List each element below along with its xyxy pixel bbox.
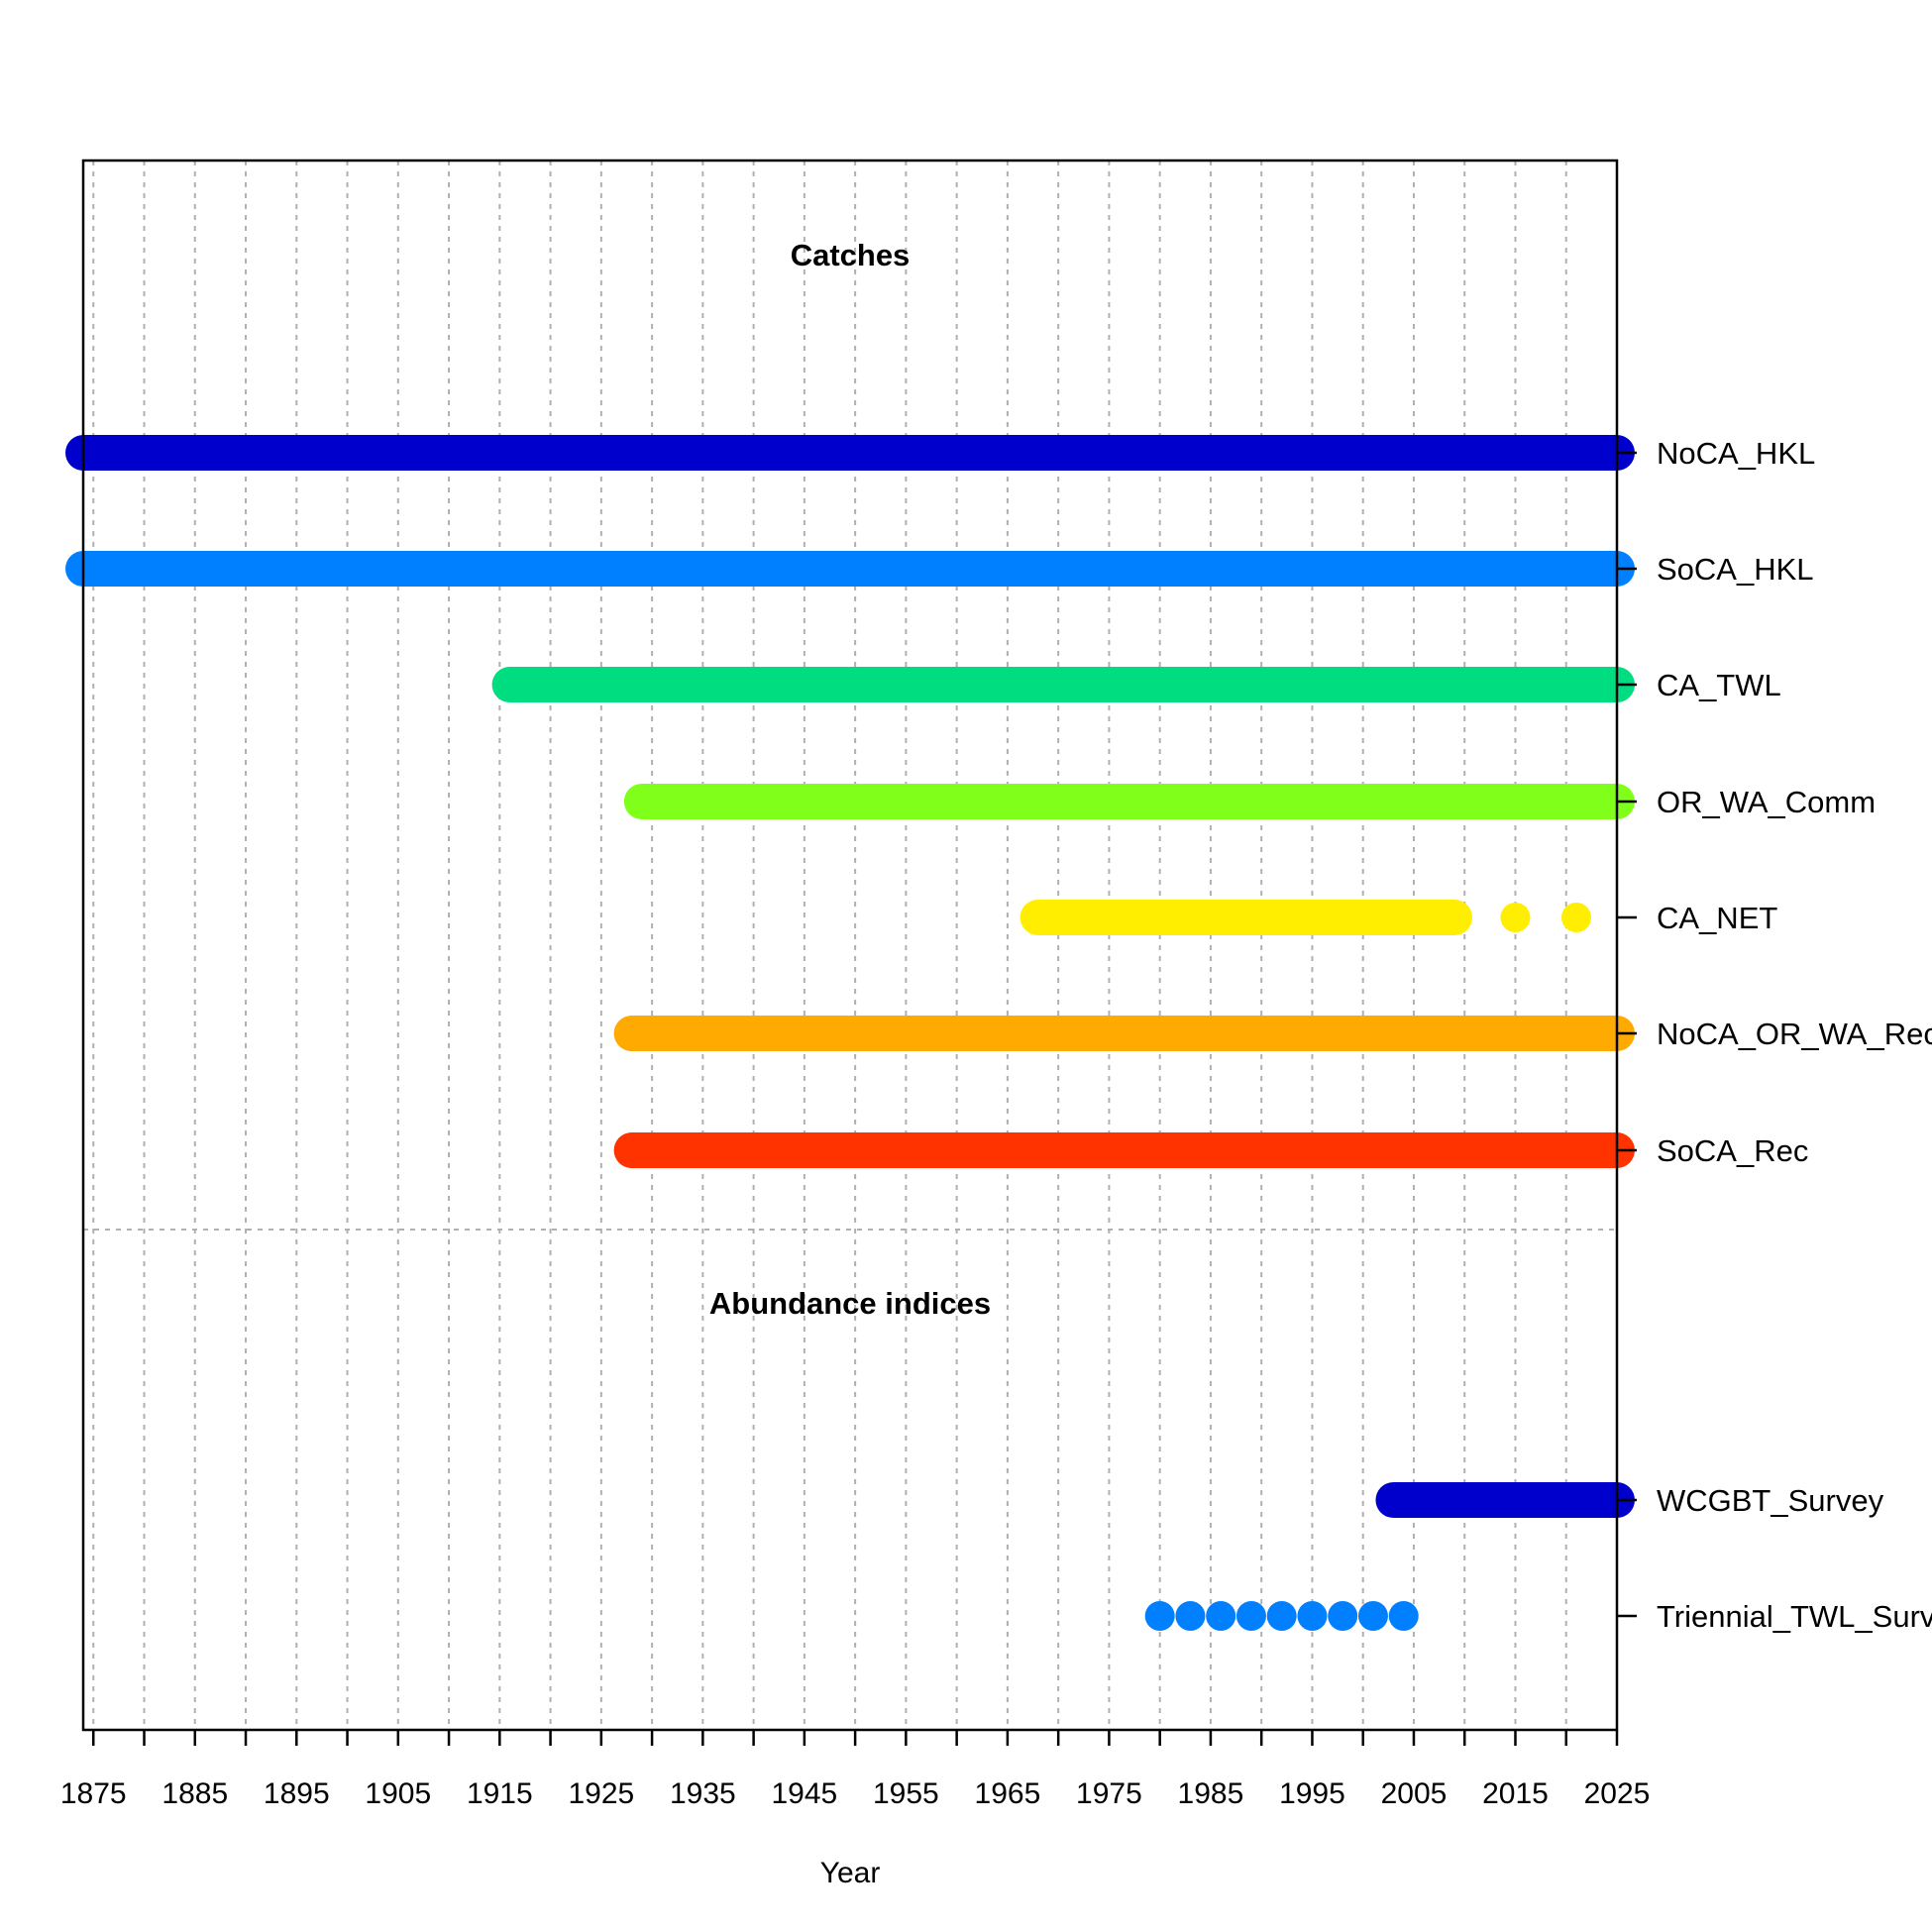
x-tick-label: 2015 <box>1482 1777 1549 1810</box>
x-tick-label: 1965 <box>975 1777 1041 1810</box>
section-title: Abundance indices <box>709 1286 991 1321</box>
fleet-point <box>1144 1601 1175 1631</box>
x-tick-label: 1885 <box>161 1777 228 1810</box>
fleet-point <box>1235 1601 1266 1631</box>
x-axis-title: Year <box>820 1857 881 1889</box>
x-axis: 1875 1885 1895 1905 1915 1925 1935 1945 1955 1965… <box>60 1730 1650 1810</box>
plot-frame <box>81 159 1619 1732</box>
x-tick-label: 1935 <box>670 1777 736 1810</box>
fleet-label: CA_NET <box>1657 901 1777 935</box>
x-tick-label: 1895 <box>264 1777 330 1810</box>
fleet-label: WCGBT_Survey <box>1657 1483 1884 1518</box>
fleet-labels: Catches NoCA_HKL SoCA_HKL CA_TWL OR_WA_Comm C… <box>709 238 1932 1634</box>
fleet-label: CA_TWL <box>1657 668 1781 702</box>
fleet-point <box>1175 1601 1206 1631</box>
fleet-label: SoCA_HKL <box>1657 552 1814 587</box>
x-tick-label: 1985 <box>1178 1777 1244 1810</box>
x-tick-label: 2025 <box>1584 1777 1651 1810</box>
x-tick-label: 1925 <box>568 1777 634 1810</box>
fleet-point <box>1206 1601 1236 1631</box>
x-tick-label: 1905 <box>365 1777 431 1810</box>
fleet-point <box>1328 1601 1358 1631</box>
x-tick-label: 1915 <box>467 1777 533 1810</box>
data-marks <box>65 435 1635 1631</box>
x-tick-label: 2005 <box>1381 1777 1448 1810</box>
fleet-point <box>1560 903 1591 932</box>
fleet-point <box>1388 1601 1419 1631</box>
fleet-label: SoCA_Rec <box>1657 1133 1808 1168</box>
fleet-point <box>1266 1601 1297 1631</box>
fleet-point <box>1297 1601 1328 1631</box>
section-title: Catches <box>791 238 911 272</box>
fleet-label: NoCA_HKL <box>1657 436 1815 471</box>
fleet-label: Triennial_TWL_Survey <box>1657 1599 1932 1634</box>
fleet-point <box>1357 1601 1388 1631</box>
fleet-label: OR_WA_Comm <box>1657 785 1876 819</box>
x-tick-label: 1875 <box>60 1777 127 1810</box>
fleet-point <box>1500 903 1531 932</box>
fleet-label: NoCA_OR_WA_Rec <box>1657 1017 1932 1051</box>
x-tick-label: 1995 <box>1279 1777 1345 1810</box>
grid-lines <box>83 161 1618 1730</box>
x-tick-label: 1975 <box>1076 1777 1142 1810</box>
x-tick-label: 1945 <box>771 1777 837 1810</box>
x-tick-label: 1955 <box>873 1777 939 1810</box>
